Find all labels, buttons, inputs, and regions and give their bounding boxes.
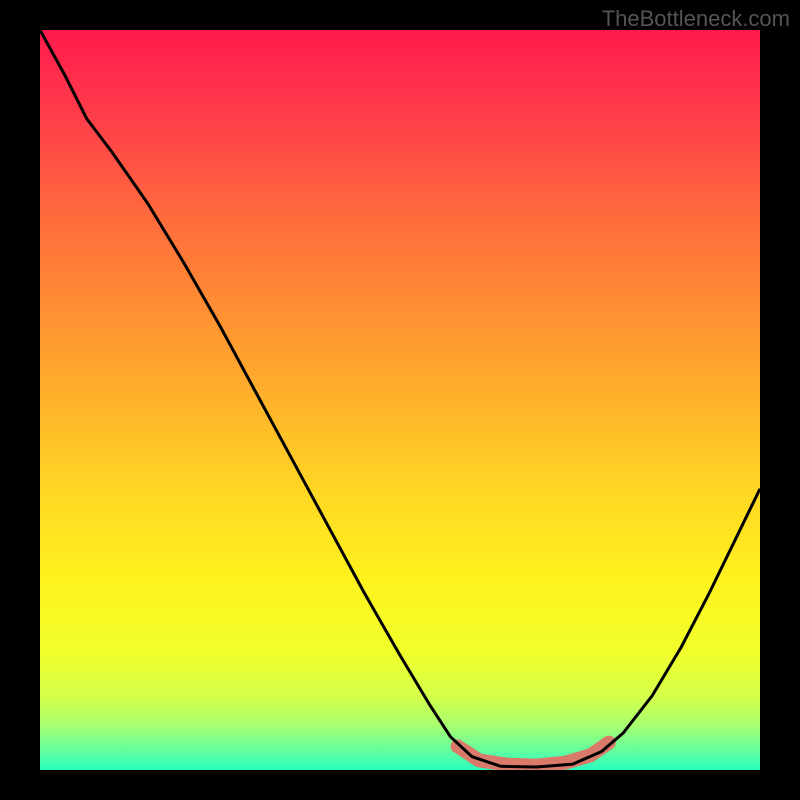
chart-svg: [40, 30, 760, 770]
highlight-segment: [458, 743, 609, 766]
bottleneck-curve: [40, 30, 760, 767]
watermark-text: TheBottleneck.com: [602, 6, 790, 32]
plot-area: [40, 30, 760, 770]
